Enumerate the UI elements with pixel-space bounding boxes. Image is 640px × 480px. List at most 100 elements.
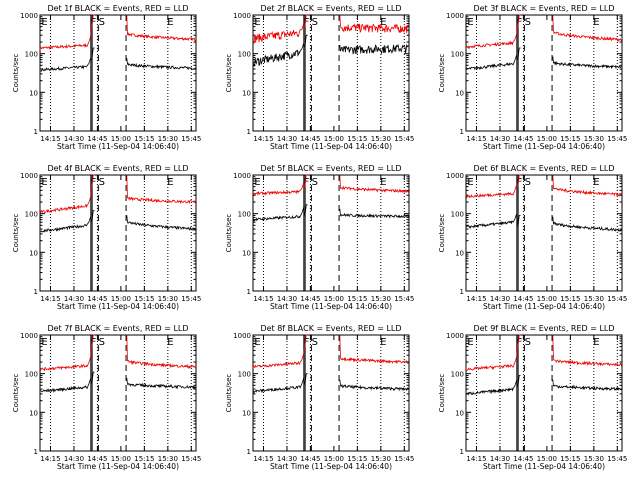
- y-axis-label: Counts/sec: [12, 374, 20, 413]
- x-tick-label: 15:30: [158, 135, 178, 143]
- panel-3: Det 3f BLACK = Events, RED = LLD 1 10 100 10…: [438, 4, 627, 151]
- marker-label: E: [41, 177, 47, 188]
- marker-label: S: [312, 17, 318, 28]
- marker-label: F: [91, 337, 97, 348]
- y-tick-label: 1: [460, 128, 464, 136]
- y-tick-label: 1: [247, 288, 251, 296]
- x-tick-label: 15:15: [347, 455, 367, 463]
- y-tick-label: 1000: [20, 332, 38, 340]
- marker-label: E: [380, 177, 386, 188]
- x-tick-label: 15:15: [347, 135, 367, 143]
- panel-title: Det 4f BLACK = Events, RED = LLD: [47, 164, 188, 173]
- panel-title: Det 9f BLACK = Events, RED = LLD: [473, 324, 614, 333]
- marker-label: E: [254, 337, 260, 348]
- x-tick-label: 15:00: [111, 295, 131, 303]
- black-series-pre: [465, 214, 521, 229]
- y-tick-label: 1: [460, 448, 464, 456]
- plot-frame: [465, 14, 623, 132]
- x-tick-label: 15:30: [584, 455, 604, 463]
- x-axis-label: Start Time (11-Sep-04 14:06:40): [270, 142, 392, 151]
- x-tick-label: 15:45: [394, 455, 414, 463]
- y-tick-label: 1000: [20, 172, 38, 180]
- black-series-post: [552, 379, 622, 392]
- marker-label: F: [304, 337, 310, 348]
- y-tick-label: 1: [34, 128, 38, 136]
- x-tick-label: 14:15: [253, 455, 273, 463]
- black-series-pre: [252, 34, 308, 67]
- x-axis-label: Start Time (11-Sep-04 14:06:40): [57, 462, 179, 471]
- x-axis-label: Start Time (11-Sep-04 14:06:40): [270, 302, 392, 311]
- x-tick-label: 14:15: [253, 135, 273, 143]
- y-tick-label: 10: [242, 249, 251, 257]
- black-series-post: [126, 58, 196, 70]
- y-tick-label: 100: [451, 211, 464, 219]
- x-tick-label: 15:30: [371, 135, 391, 143]
- x-tick-label: 15:30: [371, 295, 391, 303]
- x-tick-label: 14:15: [466, 135, 486, 143]
- marker-label: S: [312, 177, 318, 188]
- y-tick-label: 10: [29, 89, 38, 97]
- y-axis-label: Counts/sec: [438, 214, 446, 253]
- x-tick-label: 15:30: [371, 455, 391, 463]
- red-series-pre: [465, 174, 521, 199]
- y-tick-label: 1: [247, 448, 251, 456]
- plot-frame: [252, 14, 410, 132]
- black-series-post: [126, 378, 196, 390]
- black-series-pre: [39, 210, 95, 233]
- x-tick-label: 14:30: [277, 295, 297, 303]
- x-tick-label: 15:15: [134, 455, 154, 463]
- x-tick-label: 15:45: [394, 295, 414, 303]
- red-series-pre: [39, 174, 95, 214]
- marker-label: E: [167, 337, 173, 348]
- marker-label: F: [517, 337, 523, 348]
- x-tick-label: 15:00: [324, 135, 344, 143]
- x-tick-label: 14:45: [87, 295, 107, 303]
- panel-9: Det 9f BLACK = Events, RED = LLD 1 10 100 10…: [438, 324, 627, 471]
- y-tick-label: 1000: [233, 172, 251, 180]
- panel-title: Det 5f BLACK = Events, RED = LLD: [260, 164, 401, 173]
- plot-frame: [39, 174, 197, 292]
- x-tick-label: 14:30: [64, 135, 84, 143]
- marker-label: F: [304, 177, 310, 188]
- x-tick-label: 15:15: [560, 455, 580, 463]
- marker-label: E: [41, 17, 47, 28]
- y-tick-label: 10: [455, 89, 464, 97]
- marker-label: S: [525, 177, 531, 188]
- y-tick-label: 10: [242, 409, 251, 417]
- x-axis-label: Start Time (11-Sep-04 14:06:40): [57, 142, 179, 151]
- x-axis-label: Start Time (11-Sep-04 14:06:40): [483, 302, 605, 311]
- y-tick-label: 100: [25, 371, 38, 379]
- y-tick-label: 100: [451, 371, 464, 379]
- x-tick-label: 14:30: [277, 135, 297, 143]
- red-series-pre: [252, 174, 308, 196]
- plot-frame: [465, 174, 623, 292]
- y-tick-label: 1000: [446, 172, 464, 180]
- marker-label: E: [254, 17, 260, 28]
- marker-label: E: [167, 177, 173, 188]
- plot-frame: [39, 14, 197, 132]
- x-tick-label: 14:15: [40, 135, 60, 143]
- x-tick-label: 14:15: [40, 295, 60, 303]
- marker-label: S: [99, 337, 105, 348]
- red-series-post: [126, 14, 196, 42]
- y-tick-label: 1000: [446, 332, 464, 340]
- y-tick-label: 100: [25, 211, 38, 219]
- marker-label: E: [467, 177, 473, 188]
- x-tick-label: 15:15: [560, 295, 580, 303]
- x-tick-label: 14:15: [466, 295, 486, 303]
- x-tick-label: 14:30: [64, 455, 84, 463]
- y-tick-label: 100: [238, 211, 251, 219]
- black-series-post: [339, 379, 409, 392]
- x-tick-label: 14:30: [64, 295, 84, 303]
- marker-label: S: [99, 177, 105, 188]
- black-series-post: [126, 215, 196, 231]
- red-series-pre: [465, 334, 521, 371]
- black-series-pre: [39, 47, 95, 72]
- x-tick-label: 15:00: [537, 455, 557, 463]
- y-tick-label: 100: [238, 371, 251, 379]
- x-tick-label: 14:45: [513, 135, 533, 143]
- x-tick-label: 14:45: [513, 455, 533, 463]
- y-axis-label: Counts/sec: [438, 374, 446, 413]
- red-series-post: [339, 174, 409, 194]
